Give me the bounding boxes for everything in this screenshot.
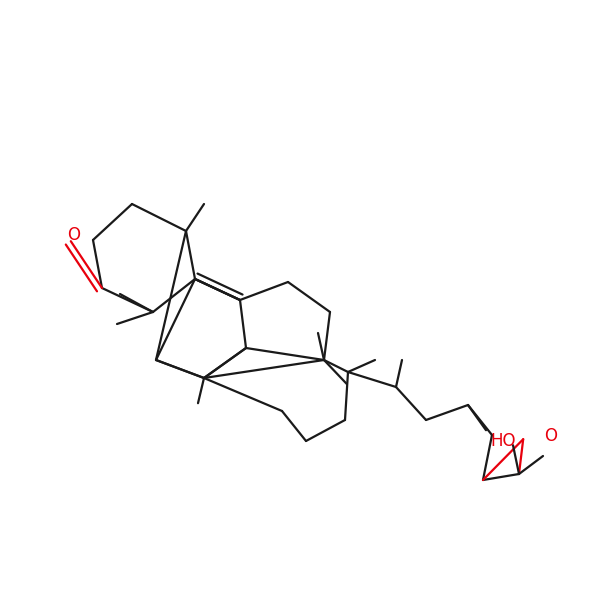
Text: O: O bbox=[67, 226, 80, 244]
Text: HO: HO bbox=[491, 432, 516, 450]
Text: O: O bbox=[544, 427, 557, 445]
